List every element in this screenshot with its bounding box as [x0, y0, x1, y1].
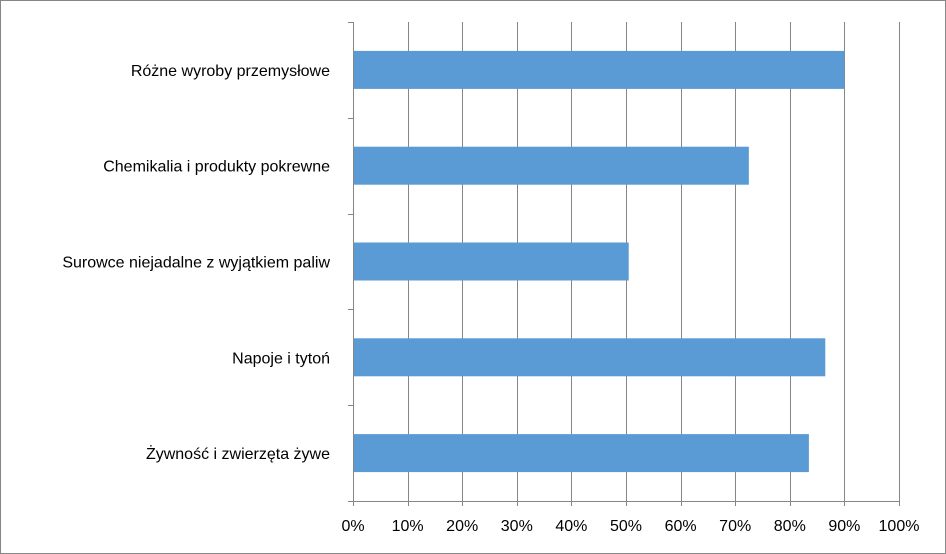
category-label: Napoje i tytoń: [232, 350, 330, 367]
x-tick-label: 40%: [555, 518, 587, 535]
x-tick-label: 80%: [774, 518, 806, 535]
category-label: Różne wyroby przemysłowe: [131, 63, 330, 80]
value-tick-labels: 0% 10% 20% 30% 40% 50% 60% 70% 80% 90% 100%: [341, 518, 919, 535]
bar: [354, 338, 826, 377]
x-tick-label: 90%: [828, 518, 860, 535]
category-label: Żywność i zwierzęta żywe: [146, 444, 330, 463]
category-label: Surowce niejadalne z wyjątkiem paliw: [62, 255, 330, 272]
x-tick-label: 30%: [501, 518, 533, 535]
x-tick-label: 60%: [665, 518, 697, 535]
x-tick-label: 70%: [719, 518, 751, 535]
bar: [354, 242, 629, 281]
x-tick-label: 50%: [610, 518, 642, 535]
bars: [354, 50, 845, 473]
x-tick-label: 100%: [879, 518, 920, 535]
bar: [354, 50, 845, 89]
x-tick-label: 20%: [446, 518, 478, 535]
bar: [354, 434, 809, 473]
x-tick-label: 10%: [392, 518, 424, 535]
category-labels: Różne wyroby przemysłowe Chemikalia i pro…: [62, 63, 330, 463]
bar: [354, 146, 749, 185]
x-tick-label: 0%: [341, 518, 364, 535]
category-axis: [348, 22, 899, 502]
category-label: Chemikalia i produkty pokrewne: [103, 159, 330, 176]
